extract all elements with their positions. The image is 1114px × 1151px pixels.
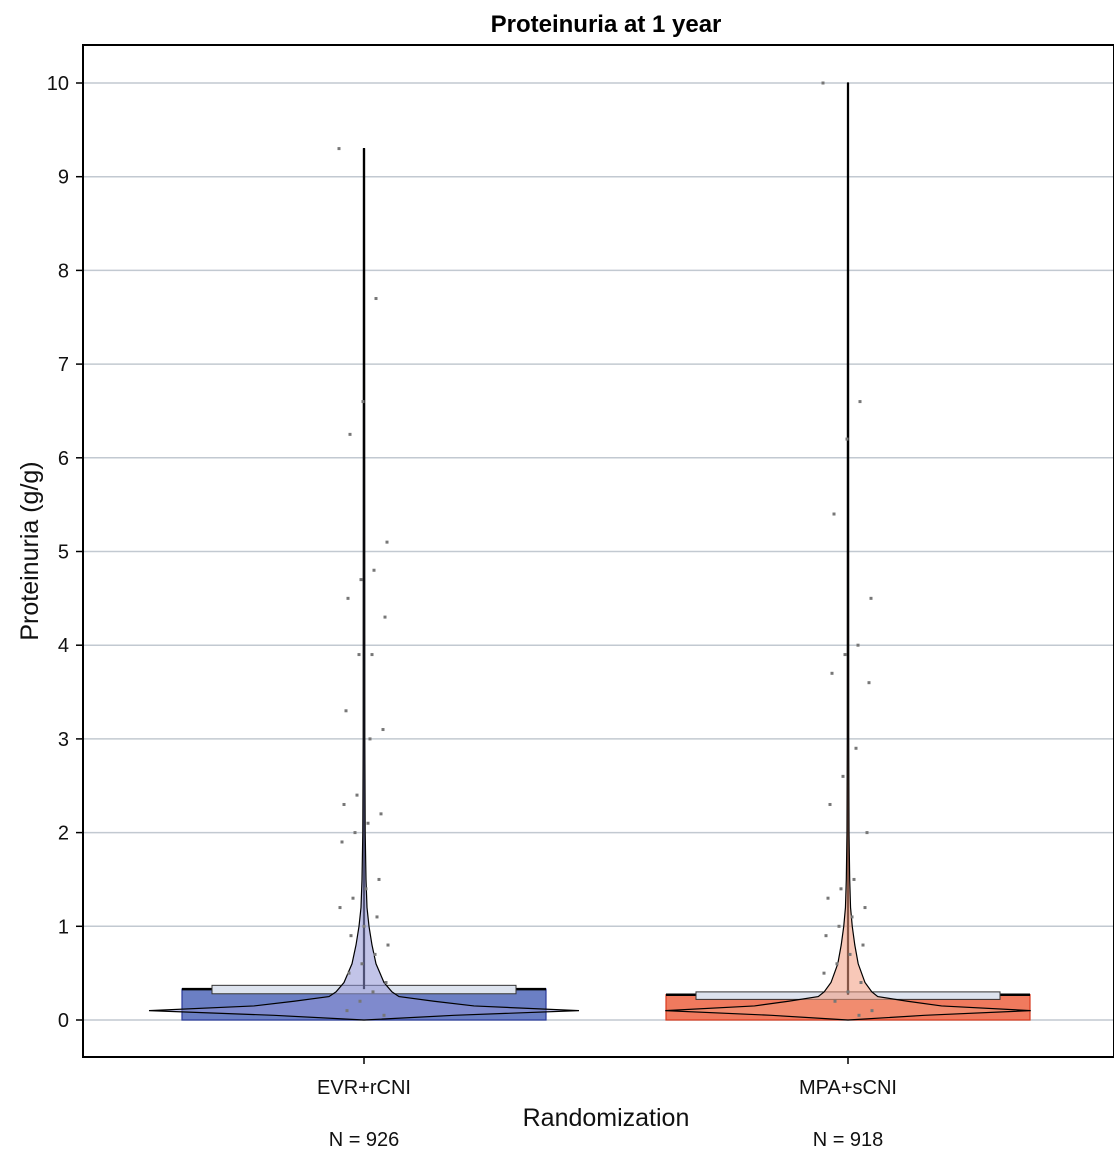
data-point (846, 990, 850, 994)
y-axis-label: Proteinuria (g/g) (16, 461, 44, 640)
data-point (347, 971, 351, 975)
data-point (379, 812, 383, 816)
data-point (362, 924, 366, 928)
data-point (371, 990, 375, 994)
y-tick-label: 4 (58, 635, 69, 657)
data-point (372, 568, 376, 572)
data-point (865, 831, 869, 835)
data-point (381, 728, 385, 732)
n-count-label: N = 926 (329, 1129, 400, 1151)
x-tick-label: MPA+sCNI (799, 1077, 897, 1099)
data-point (852, 877, 856, 881)
chart-title: Proteinuria at 1 year (491, 11, 722, 38)
data-point (869, 596, 873, 600)
y-tick-label: 9 (58, 167, 69, 189)
data-point (374, 297, 378, 301)
data-point (340, 840, 344, 844)
data-point (384, 981, 388, 985)
data-point (835, 962, 839, 966)
n-count-label: N = 918 (813, 1129, 884, 1151)
violin (665, 82, 1031, 1021)
data-point (856, 643, 860, 647)
y-tick-label: 10 (47, 73, 69, 95)
data-point (382, 1013, 386, 1017)
data-point (370, 653, 374, 657)
data-point (848, 952, 852, 956)
data-point (346, 596, 350, 600)
y-tick-label: 5 (58, 542, 69, 564)
data-point (345, 1009, 349, 1013)
data-point (858, 400, 862, 404)
y-tick-label: 6 (58, 448, 69, 470)
data-point (364, 887, 368, 891)
data-point (342, 802, 346, 806)
data-point (839, 887, 843, 891)
data-point (368, 737, 372, 741)
data-point (353, 831, 357, 835)
data-point (828, 802, 832, 806)
data-point (822, 971, 826, 975)
x-axis: EVR+rCNI N = 926 MPA+sCNI N = 918 (317, 1057, 897, 1151)
gridlines (83, 82, 1114, 1021)
y-tick-label: 8 (58, 260, 69, 282)
data-point (386, 943, 390, 947)
y-tick-label: 0 (58, 1010, 69, 1032)
series-mpa-scni (665, 81, 1031, 1021)
data-point (824, 934, 828, 938)
data-point (351, 896, 355, 900)
data-point (833, 999, 837, 1003)
data-point (841, 774, 845, 778)
data-point (366, 821, 370, 825)
data-point (348, 432, 352, 436)
data-point (850, 915, 854, 919)
y-tick-label: 3 (58, 729, 69, 751)
data-point (870, 1009, 874, 1013)
data-point (357, 653, 361, 657)
data-point (361, 400, 365, 404)
x-tick-label: EVR+rCNI (317, 1077, 411, 1099)
y-axis: 0 1 2 3 4 5 6 7 8 9 10 (47, 73, 83, 1032)
data-point (861, 943, 865, 947)
data-point (821, 81, 825, 85)
data-point (375, 915, 379, 919)
data-point (867, 681, 871, 685)
data-point (358, 999, 362, 1003)
data-point (338, 906, 342, 910)
data-point (845, 437, 849, 441)
series-evr-rcni (148, 147, 580, 1021)
data-point (383, 615, 387, 619)
plot-area (148, 81, 1031, 1021)
y-tick-label: 2 (58, 823, 69, 845)
data-point (859, 981, 863, 985)
data-point (373, 952, 377, 956)
data-point (337, 147, 341, 151)
y-tick-label: 7 (58, 354, 69, 376)
data-point (837, 924, 841, 928)
data-point (360, 962, 364, 966)
data-point (355, 793, 359, 797)
data-point (832, 512, 836, 516)
data-point (349, 934, 353, 938)
data-point (377, 877, 381, 881)
data-point (857, 1013, 861, 1017)
data-point (826, 896, 830, 900)
x-axis-label: Randomization (523, 1104, 690, 1132)
data-point (854, 746, 858, 750)
data-point (863, 906, 867, 910)
data-point (359, 578, 363, 582)
data-point (843, 653, 847, 657)
y-tick-label: 1 (58, 916, 69, 938)
data-point (385, 540, 389, 544)
violin (148, 147, 580, 1021)
data-point (344, 709, 348, 713)
data-point (830, 671, 834, 675)
